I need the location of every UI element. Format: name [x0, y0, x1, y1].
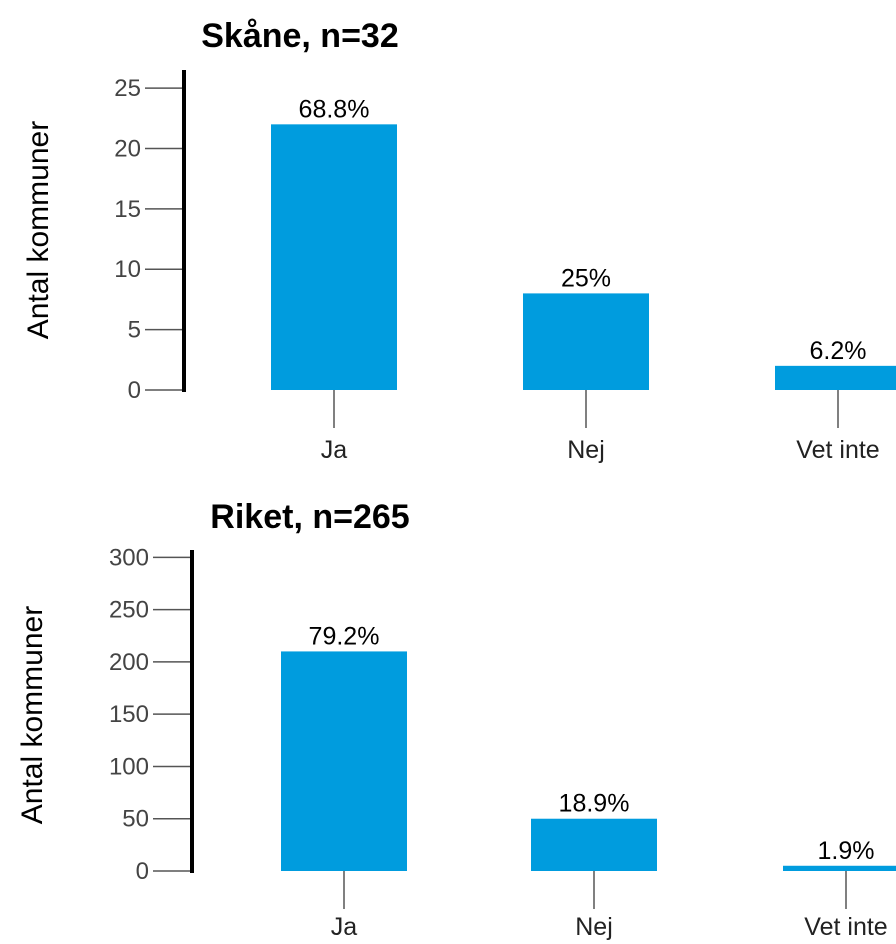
data-label: 6.2%	[810, 337, 867, 365]
y-tick-label: 0	[136, 858, 149, 885]
y-tick-label: 15	[114, 196, 141, 223]
data-labels: 68.8% 25% 6.2%	[299, 95, 867, 365]
y-tick-label: 0	[128, 377, 141, 404]
y-tick-label: 50	[122, 806, 149, 833]
category-label: Nej	[575, 913, 613, 941]
data-label: 18.9%	[559, 790, 630, 818]
y-tick-label: 100	[109, 753, 149, 780]
y-tick-label: 250	[109, 597, 149, 624]
bar-vet-inte	[775, 365, 896, 390]
data-label: 25%	[561, 264, 611, 292]
chart-skane: Skåne, n=32 Antal kommuner 0 5 10 15 20 25 68…	[22, 17, 896, 464]
y-tick-label: 20	[114, 135, 141, 162]
y-tick-label: 300	[109, 544, 149, 571]
category-label: Ja	[321, 436, 348, 464]
category-label: Vet inte	[804, 913, 887, 941]
bar-ja	[271, 124, 397, 390]
category-label: Nej	[567, 436, 605, 464]
data-labels: 79.2% 18.9% 1.9%	[309, 622, 875, 864]
y-ticks: 0 50 100 150 200 250 300	[109, 544, 192, 885]
y-axis-label: Antal kommuner	[22, 121, 55, 339]
category-label: Ja	[331, 913, 358, 941]
bars	[281, 651, 896, 871]
y-axis-label: Antal kommuner	[16, 606, 49, 824]
y-ticks: 0 5 10 15 20 25	[114, 75, 184, 404]
y-tick-label: 25	[114, 75, 141, 102]
y-tick-label: 150	[109, 701, 149, 728]
category-labels: Ja Nej Vet inte	[331, 871, 888, 941]
category-labels: Ja Nej Vet inte	[321, 390, 880, 464]
category-label: Vet inte	[796, 436, 879, 464]
bar-nej	[531, 818, 657, 871]
data-label: 79.2%	[309, 622, 380, 650]
bars	[271, 124, 896, 390]
bar-nej	[523, 293, 649, 390]
y-tick-label: 10	[114, 256, 141, 283]
chart-riket: Riket, n=265 Antal kommuner 0 50 100 150 200…	[16, 498, 896, 941]
data-label: 68.8%	[299, 95, 370, 123]
bar-ja	[281, 651, 407, 871]
y-tick-label: 200	[109, 649, 149, 676]
chart-title: Skåne, n=32	[201, 17, 399, 55]
bar-vet-inte	[783, 865, 896, 871]
chart-title: Riket, n=265	[210, 498, 409, 536]
y-tick-label: 5	[128, 317, 141, 344]
data-label: 1.9%	[818, 837, 875, 865]
